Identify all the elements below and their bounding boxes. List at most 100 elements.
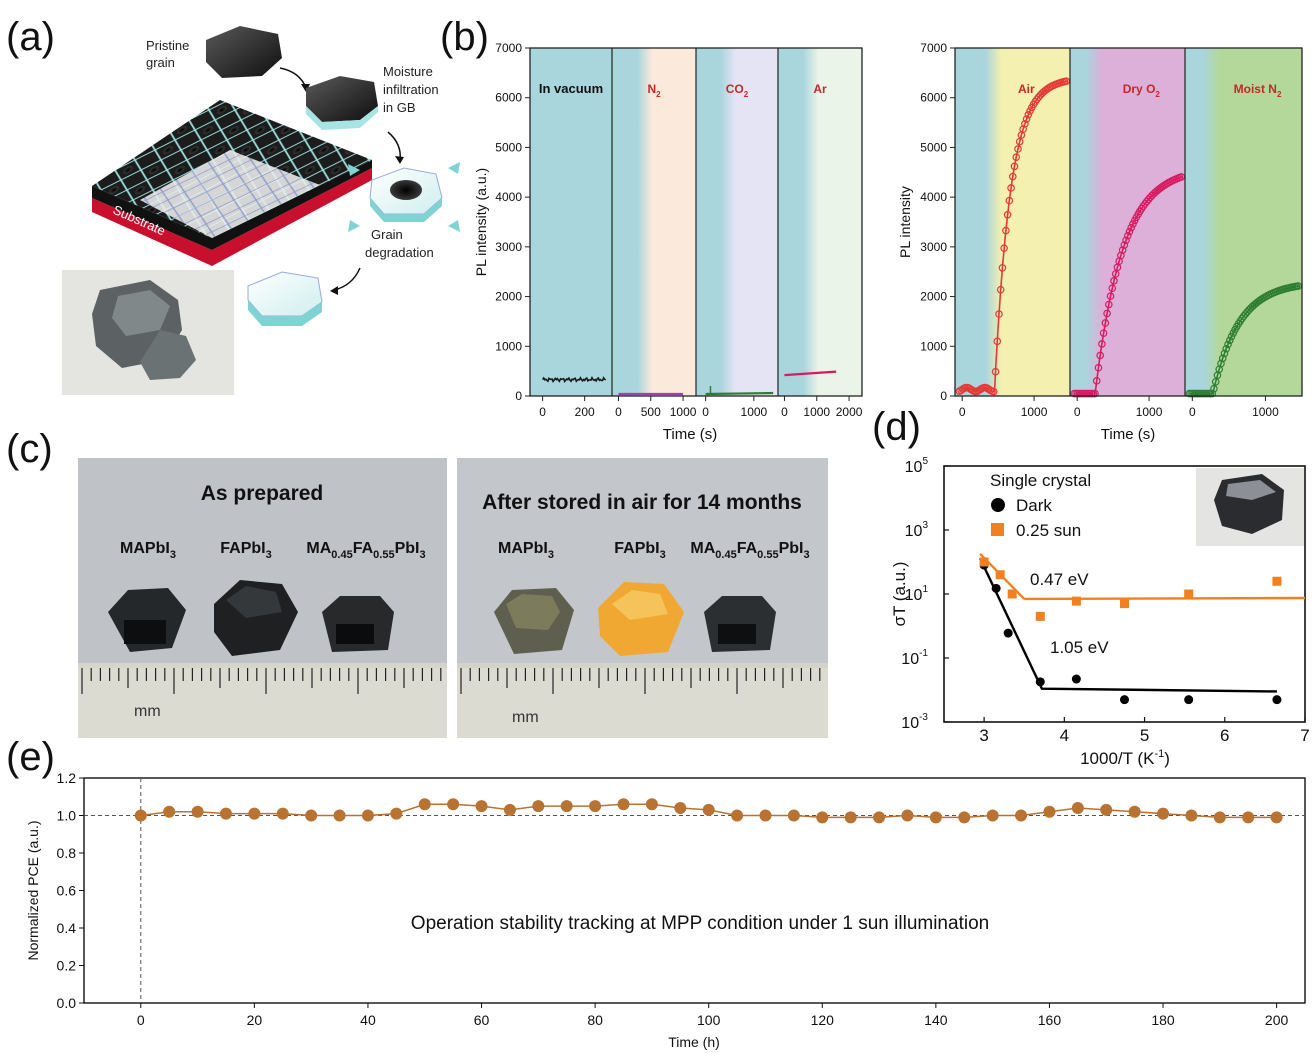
b-right-xtick-label: 0 [959,405,966,419]
photo-c-right-title: After stored in air for 14 months [482,491,802,514]
e-ytick-label: 0.4 [57,920,77,936]
e-point [986,809,999,822]
b-right-point-2 [1220,349,1229,358]
e-ytick-label: 0.0 [57,995,77,1011]
e-xtick-label: 160 [1038,1012,1062,1028]
b-right-point-2 [1225,336,1234,345]
b-right-bg-1 [1070,48,1185,396]
b-right-point-0 [1000,244,1008,252]
pristine-grain-icon [206,26,282,78]
b-right-point-1 [1125,227,1134,236]
e-point [390,807,403,820]
e-xtick-label: 180 [1151,1012,1175,1028]
d-point-sun [979,557,989,567]
degradation-label-2: degradation [365,245,434,260]
d-inset-crystal-top [1226,480,1276,500]
e-point [134,809,147,822]
d-point-sun [1184,589,1194,599]
b-right-point-0 [1015,137,1024,146]
b-right-point-1 [1101,319,1110,327]
b-left-xtick-label: 2000 [836,405,863,419]
b-right-label-0: Air [1018,82,1035,96]
moisture-grain-icon [306,76,378,122]
b-right-point-0 [998,263,1007,272]
e-ytick-label: 0.8 [57,845,77,861]
d-xtick-label: 3 [979,726,988,745]
pristine-label-1: Pristine [146,38,189,53]
e-xtick-label: 0 [137,1012,145,1028]
e-point [447,798,460,811]
b-left-ytick-label: 0 [515,389,522,403]
d-point-sun [995,570,1005,580]
e-point [219,807,232,820]
b-left-xtick-label: 1000 [741,405,768,419]
e-xtick-label: 100 [697,1012,721,1028]
degraded-grain-icon [247,271,323,317]
b-left-xtick-label: 0 [781,405,788,419]
e-point [844,811,857,824]
e-xtick-label: 20 [247,1012,263,1028]
d-legend-sun-label: 0.25 sun [1016,521,1081,540]
e-point [1015,809,1028,822]
e-point [503,803,516,816]
d-xtick-label: 7 [1300,726,1309,745]
b-right-point-0 [993,337,1002,346]
d-point-dark [1184,695,1194,705]
b-right-frame [954,47,1303,397]
b-right-point-2 [1218,354,1227,363]
d-ytick-label: 103 [905,520,929,540]
b-left-series-vacuum [541,375,607,383]
b-right-point-0 [1002,226,1010,235]
b-left-bg-vacuum [530,48,612,396]
e-point [361,809,374,822]
e-xtick-label: 200 [1265,1012,1289,1028]
b-left-ylabel: PL intensity (a.u.) [473,168,489,276]
b-left-ytick-label: 1000 [495,339,522,353]
d-ytick-label: 10-3 [901,712,928,732]
b-left-ytick-label: 3000 [495,240,522,254]
d-point-dark [1003,628,1013,638]
b-left-bg-1 [612,48,696,396]
d-annotation-105: 1.05 eV [1050,638,1109,657]
d-fit-line-0 [979,557,1277,693]
b-right-ylabel: PL intensity [897,186,913,258]
e-point [1071,802,1084,814]
b-right-point-1 [1105,300,1113,309]
d-point-dark [1035,677,1045,687]
b-right-ytick-label: 4000 [920,190,947,204]
b-left-label-0: In vacuum [539,81,603,96]
e-ylabel: Normalized PCE (a.u.) [25,820,41,960]
panel-a-diagram: Substrate Pristine grain Moisture infilt… [62,26,460,395]
b-right-point-0 [1005,196,1014,205]
e-point [475,800,488,813]
moisture-label-3: in GB [383,100,416,115]
e-xtick-label: 80 [587,1012,603,1028]
b-right-point-0 [1012,153,1021,161]
e-point [674,802,687,814]
e-point [248,807,261,820]
e-point [333,809,346,822]
e-point [731,809,744,822]
e-annotation: Operation stability tracking at MPP cond… [411,913,989,934]
d-point-sun [1272,576,1282,586]
e-point [787,809,800,822]
b-right-point-2 [1224,340,1232,349]
b-right-point-0 [990,387,998,396]
e-point [589,800,602,813]
b-left-xtick-label: 0 [539,405,546,419]
b-right-point-2 [1210,384,1218,393]
e-point [276,807,289,820]
e-point [163,805,176,818]
b-right-point-1 [1106,292,1115,300]
b-right-point-1 [1122,236,1130,245]
panel-label-e: (e) [6,735,55,779]
e-point [645,798,658,811]
b-right-point-1 [1096,351,1104,360]
b-right-label-1: Dry O2 [1123,82,1161,99]
b-right-point-1 [1123,232,1132,240]
b-right-xtick-label: 0 [1189,405,1196,419]
pristine-label-2: grain [146,55,175,70]
e-point [560,800,573,813]
e-xtick-label: 140 [924,1012,948,1028]
